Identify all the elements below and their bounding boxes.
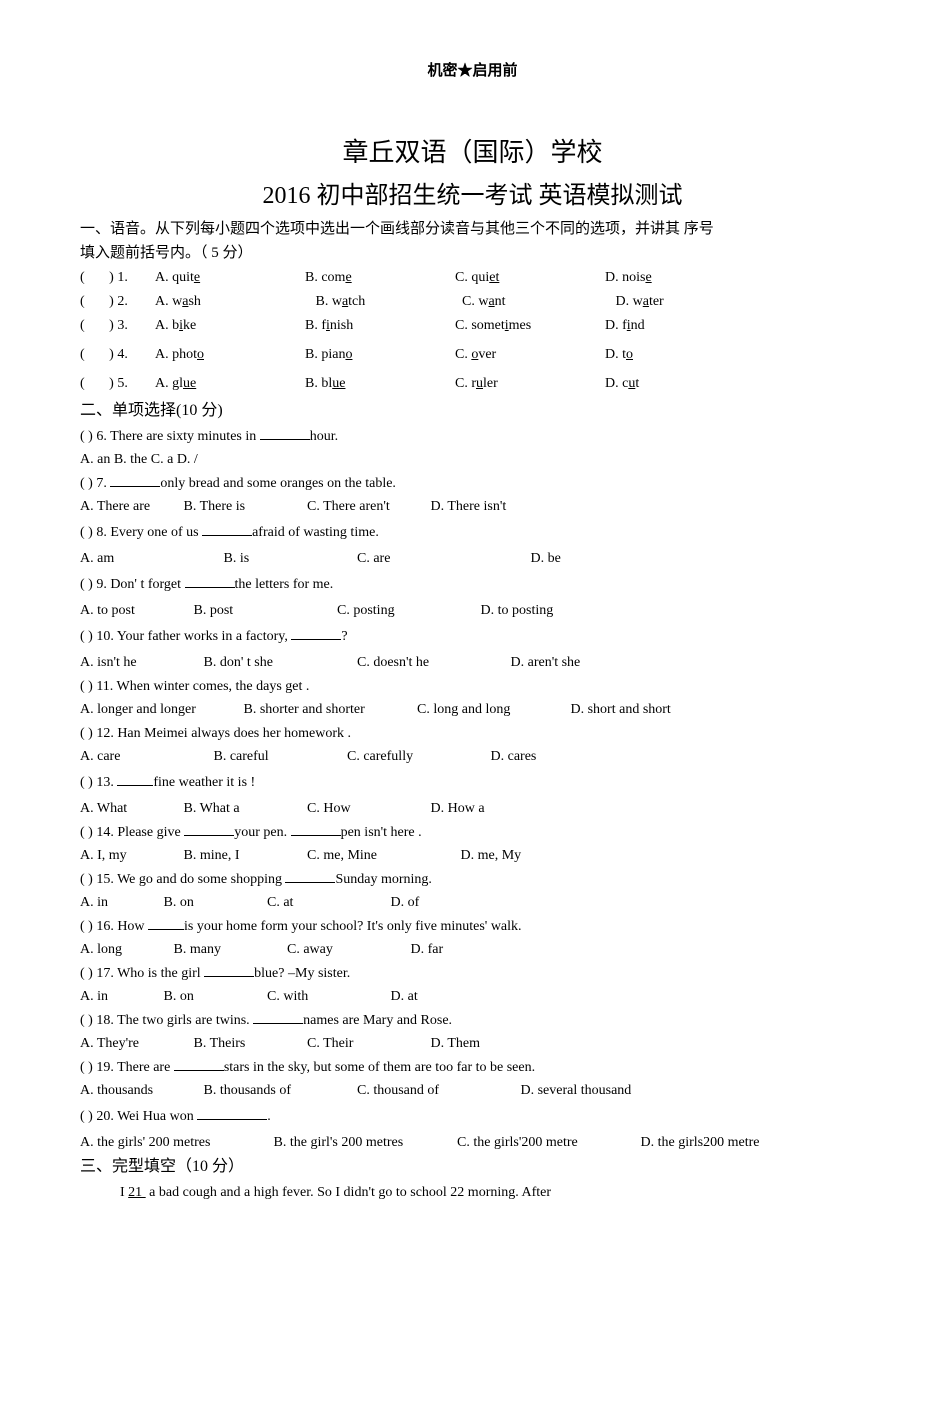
phonics-row-2: ( ) 2. A. wash B. watch C. want D. water (80, 291, 865, 312)
q15-options: A. in B. on C. at D. of (80, 892, 865, 913)
exam-title: 2016 初中部招生统一考试 英语模拟测试 (80, 178, 865, 214)
phonics-row-3: ( ) 3. A. bike B. finish C. sometimes D.… (80, 315, 865, 336)
option-a: A. quite (155, 267, 305, 288)
option-d: D. to (605, 344, 735, 365)
q14-stem: ( ) 14. Please give your pen. pen isn't … (80, 822, 865, 843)
phonics-row-5: ( ) 5. A. glue B. blue C. ruler D. cut (80, 373, 865, 394)
option-b: B. finish (305, 315, 455, 336)
option-d: D. noise (605, 267, 735, 288)
option-a: A. glue (155, 373, 305, 394)
q18-options: A. They're B. Theirs C. Their D. Them (80, 1033, 865, 1054)
q20-stem: ( ) 20. Wei Hua won . (80, 1106, 865, 1127)
option-a: A. wash (155, 291, 305, 312)
q8-options: A. am B. is C. are D. be (80, 548, 865, 569)
q15-stem: ( ) 15. We go and do some shopping Sunda… (80, 869, 865, 890)
option-b: B. watch (305, 291, 455, 312)
q13-options: A. What B. What a C. How D. How a (80, 798, 865, 819)
q17-stem: ( ) 17. Who is the girl blue? –My sister… (80, 963, 865, 984)
option-c: C. over (455, 344, 605, 365)
q7-stem: ( ) 7. only bread and some oranges on th… (80, 473, 865, 494)
option-a: A. bike (155, 315, 305, 336)
option-d: D. cut (605, 373, 735, 394)
cloze-line-1: I 21 a bad cough and a high fever. So I … (80, 1182, 865, 1203)
q17-options: A. in B. on C. with D. at (80, 986, 865, 1007)
q18-stem: ( ) 18. The two girls are twins. names a… (80, 1010, 865, 1031)
q19-stem: ( ) 19. There are stars in the sky, but … (80, 1057, 865, 1078)
q11-options: A. longer and longer B. shorter and shor… (80, 699, 865, 720)
phonics-row-4: ( ) 4. A. photo B. piano C. over D. to (80, 344, 865, 365)
q9-options: A. to post B. post C. posting D. to post… (80, 600, 865, 621)
q13-stem: ( ) 13. fine weather it is ! (80, 772, 865, 793)
q12-options: A. care B. careful C. carefully D. cares (80, 746, 865, 767)
q11-stem: ( ) 11. When winter comes, the days get … (80, 676, 865, 697)
option-d: D. water (605, 291, 735, 312)
q16-stem: ( ) 16. How is your home form your schoo… (80, 916, 865, 937)
school-title: 章丘双语（国际）学校 (80, 133, 865, 172)
q14-options: A. I, my B. mine, I C. me, Mine D. me, M… (80, 845, 865, 866)
section3-heading: 三、完型填空（10 分） (80, 1155, 865, 1179)
q6-options: A. an B. the C. a D. / (80, 449, 865, 470)
q16-options: A. long B. many C. away D. far (80, 939, 865, 960)
q6-stem: ( ) 6. There are sixty minutes in hour. (80, 426, 865, 447)
phonics-row-1: ( ) 1. A. quite B. come C. quiet D. nois… (80, 267, 865, 288)
option-d: D. find (605, 315, 735, 336)
q8-stem: ( ) 8. Every one of us afraid of wasting… (80, 522, 865, 543)
q7-options: A. There are B. There is C. There aren't… (80, 496, 865, 517)
q20-options: A. the girls' 200 metres B. the girl's 2… (80, 1132, 865, 1153)
paren-label: ( ) 1. (80, 267, 155, 288)
option-c: C. want (455, 291, 605, 312)
section1-heading-b: 填入题前括号内。（ 5 分） (80, 242, 865, 265)
option-b: B. blue (305, 373, 455, 394)
section1-heading-a: 一、语音。从下列每小题四个选项中选出一个画线部分读音与其他三个不同的选项，并讲其… (80, 218, 865, 241)
option-b: B. piano (305, 344, 455, 365)
option-c: C. ruler (455, 373, 605, 394)
q12-stem: ( ) 12. Han Meimei always does her homew… (80, 723, 865, 744)
q19-options: A. thousands B. thousands of C. thousand… (80, 1080, 865, 1101)
q10-options: A. isn't he B. don' t she C. doesn't he … (80, 652, 865, 673)
option-c: C. quiet (455, 267, 605, 288)
q9-stem: ( ) 9. Don' t forget the letters for me. (80, 574, 865, 595)
section2-heading: 二、单项选择(10 分) (80, 399, 865, 423)
option-b: B. come (305, 267, 455, 288)
option-a: A. photo (155, 344, 305, 365)
q10-stem: ( ) 10. Your father works in a factory, … (80, 626, 865, 647)
classification-label: 机密★启用前 (80, 60, 865, 83)
option-c: C. sometimes (455, 315, 605, 336)
